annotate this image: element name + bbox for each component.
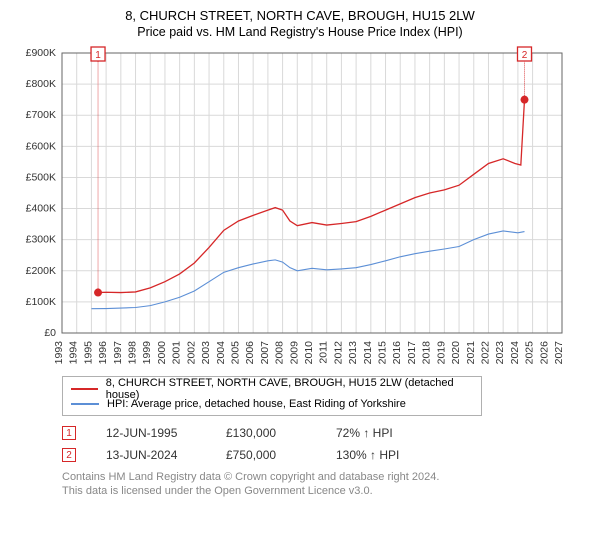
svg-text:2017: 2017 <box>406 341 418 365</box>
svg-text:2019: 2019 <box>435 341 447 365</box>
svg-text:£300K: £300K <box>26 234 56 246</box>
svg-text:1: 1 <box>95 50 101 61</box>
legend-box: 8, CHURCH STREET, NORTH CAVE, BROUGH, HU… <box>62 376 482 416</box>
datapoint-price: £750,000 <box>226 448 306 462</box>
svg-text:2022: 2022 <box>479 341 491 365</box>
svg-text:£100K: £100K <box>26 296 56 308</box>
svg-text:2005: 2005 <box>229 341 241 365</box>
datapoint-price: £130,000 <box>226 426 306 440</box>
svg-text:2009: 2009 <box>288 341 300 365</box>
footnote: Contains HM Land Registry data © Crown c… <box>62 470 588 499</box>
svg-text:2026: 2026 <box>538 341 550 365</box>
svg-text:£700K: £700K <box>26 109 56 121</box>
svg-text:2015: 2015 <box>377 341 389 365</box>
svg-text:2024: 2024 <box>509 341 521 365</box>
chart-subtitle: Price paid vs. HM Land Registry's House … <box>12 25 588 39</box>
datapoints-table: 1 12-JUN-1995 £130,000 72% ↑ HPI 2 13-JUN-202… <box>62 422 588 466</box>
svg-text:2003: 2003 <box>200 341 212 365</box>
svg-text:£200K: £200K <box>26 265 56 277</box>
line-chart-svg: £0 £100K £200K £300K £400K £500K £600K £700K £80… <box>12 45 588 370</box>
svg-text:£800K: £800K <box>26 78 56 90</box>
footnote-line-2: This data is licensed under the Open Gov… <box>62 484 588 498</box>
svg-text:1999: 1999 <box>141 341 153 365</box>
datapoint-date: 13-JUN-2024 <box>106 448 196 462</box>
svg-text:2014: 2014 <box>362 341 374 365</box>
legend-row: 8, CHURCH STREET, NORTH CAVE, BROUGH, HU… <box>71 381 473 396</box>
chart-plot-area: £0 £100K £200K £300K £400K £500K £600K £700K £80… <box>12 45 588 370</box>
svg-text:£0: £0 <box>44 327 56 339</box>
svg-text:2012: 2012 <box>332 341 344 365</box>
chart-title: 8, CHURCH STREET, NORTH CAVE, BROUGH, HU… <box>12 8 588 23</box>
svg-text:2000: 2000 <box>156 341 168 365</box>
legend-swatch <box>71 403 99 405</box>
svg-text:2001: 2001 <box>171 341 183 365</box>
datapoint-marker: 2 <box>62 448 76 462</box>
svg-text:2021: 2021 <box>465 341 477 365</box>
svg-text:2002: 2002 <box>185 341 197 365</box>
svg-text:2011: 2011 <box>318 341 330 364</box>
svg-text:2010: 2010 <box>303 341 315 365</box>
svg-text:2025: 2025 <box>524 341 536 365</box>
svg-text:2023: 2023 <box>494 341 506 365</box>
datapoint-date: 12-JUN-1995 <box>106 426 196 440</box>
svg-text:2007: 2007 <box>259 341 271 365</box>
svg-text:2: 2 <box>522 50 528 61</box>
svg-text:2016: 2016 <box>391 341 403 365</box>
svg-text:£500K: £500K <box>26 171 56 183</box>
legend-swatch <box>71 388 98 390</box>
svg-text:£900K: £900K <box>26 47 56 59</box>
chart-container: 8, CHURCH STREET, NORTH CAVE, BROUGH, HU… <box>0 0 600 560</box>
svg-text:2018: 2018 <box>421 341 433 365</box>
datapoint-pct: 72% ↑ HPI <box>336 426 446 440</box>
svg-text:1998: 1998 <box>127 341 139 365</box>
svg-text:1997: 1997 <box>112 341 124 365</box>
footnote-line-1: Contains HM Land Registry data © Crown c… <box>62 470 588 484</box>
legend-label: HPI: Average price, detached house, East… <box>107 398 406 410</box>
svg-text:2004: 2004 <box>215 341 227 365</box>
svg-text:1993: 1993 <box>53 341 65 365</box>
svg-text:2027: 2027 <box>553 341 565 365</box>
svg-text:£600K: £600K <box>26 140 56 152</box>
svg-text:£400K: £400K <box>26 203 56 215</box>
datapoint-row: 1 12-JUN-1995 £130,000 72% ↑ HPI <box>62 422 588 444</box>
svg-text:2020: 2020 <box>450 341 462 365</box>
datapoint-marker: 1 <box>62 426 76 440</box>
svg-text:2013: 2013 <box>347 341 359 365</box>
svg-text:1994: 1994 <box>68 341 80 365</box>
svg-text:1996: 1996 <box>97 341 109 365</box>
datapoint-pct: 130% ↑ HPI <box>336 448 446 462</box>
svg-text:2006: 2006 <box>244 341 256 365</box>
svg-text:2008: 2008 <box>274 341 286 365</box>
datapoint-row: 2 13-JUN-2024 £750,000 130% ↑ HPI <box>62 444 588 466</box>
svg-text:1995: 1995 <box>82 341 94 365</box>
